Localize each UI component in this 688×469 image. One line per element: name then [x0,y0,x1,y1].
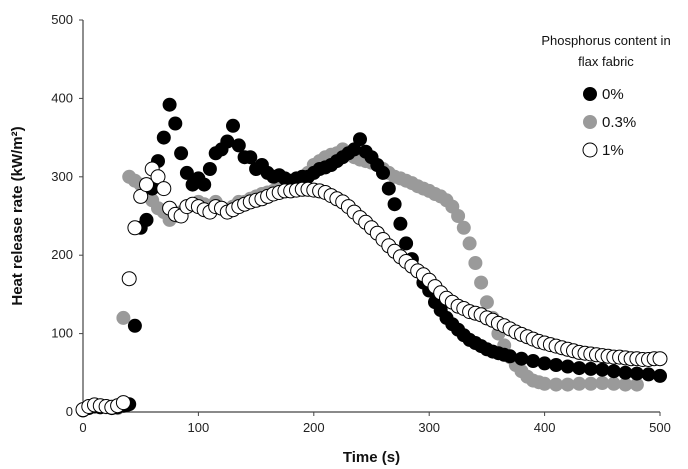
legend-title-line-1: Phosphorus content in [541,33,670,48]
data-point [606,376,621,391]
data-point [583,361,598,376]
data-point [652,351,668,367]
data-point [583,376,598,391]
data-point [629,366,644,381]
data-point [133,188,149,204]
data-point [456,220,471,235]
data-point [347,142,362,157]
data-point [115,395,131,411]
y-tick-label: 100 [51,326,73,341]
data-point [618,365,633,380]
data-point [220,134,235,149]
data-point [526,354,541,368]
data-point [537,376,552,391]
axes [82,20,660,413]
data-point [179,165,194,180]
data-point [226,118,240,133]
legend-marker [582,142,598,158]
data-point [381,181,396,196]
y-tick-label: 500 [51,12,73,27]
data-point [474,275,489,290]
data-point [243,150,258,165]
data-point [168,116,183,131]
data-point [393,216,408,231]
data-point [560,377,575,392]
data-point [641,367,656,382]
data-point [231,138,246,153]
data-point [618,377,633,392]
data-point [549,377,564,392]
x-tick-label: 400 [534,420,556,435]
data-point [595,376,610,390]
data-point [127,220,143,236]
y-tick-label: 0 [66,404,73,419]
data-point [451,209,466,223]
y-axis-title: Heat release rate (kW/m²) [9,126,26,305]
data-point [162,97,177,112]
legend-label: 0% [602,86,624,103]
y-tick-label: 300 [51,169,73,184]
series-0% [76,97,667,418]
data-point [197,177,212,192]
data-point [399,236,414,251]
x-tick-label: 200 [303,420,325,435]
ticks: 0 100 200 300 400 500 0 100 200 300 400 500 [51,12,671,435]
data-point [653,368,667,383]
data-point [537,356,552,371]
y-tick-label: 400 [51,90,73,105]
x-tick-label: 500 [649,420,671,435]
data-point [560,359,575,374]
y-tick-label: 200 [51,247,73,262]
legend-items: 0% 0.3% 1% [582,86,636,159]
x-axis-title: Time (s) [343,449,400,466]
data-point [174,146,189,161]
data-point [156,130,171,145]
data-point [150,169,166,185]
data-point [468,256,483,270]
data-point [387,197,402,212]
series-1% [75,161,668,418]
legend-label: 0.3% [602,114,636,131]
data-point [139,177,154,193]
x-tick-label: 300 [418,420,440,435]
data-point [121,271,137,287]
x-tick-label: 0 [79,420,86,435]
data-points [75,97,668,418]
data-point [127,318,142,333]
data-point [156,181,172,197]
data-point [572,361,587,376]
data-point [376,165,390,180]
data-point [202,162,217,176]
data-point [549,358,564,372]
legend-title-line-2: flax fabric [578,54,634,69]
data-point [462,236,477,251]
legend: Phosphorus content in flax fabric 0% 0.3%… [541,33,670,159]
data-point [139,212,154,227]
data-point [116,310,131,325]
data-point [595,362,610,377]
data-point [514,351,529,366]
legend-label: 1% [602,142,624,159]
data-point [629,377,644,392]
legend-marker [583,87,597,101]
x-tick-label: 100 [188,420,210,435]
data-point [479,295,494,310]
legend-marker [583,115,597,129]
data-point [503,349,517,364]
data-point [572,376,587,391]
data-point [353,132,367,147]
data-point [606,364,621,379]
